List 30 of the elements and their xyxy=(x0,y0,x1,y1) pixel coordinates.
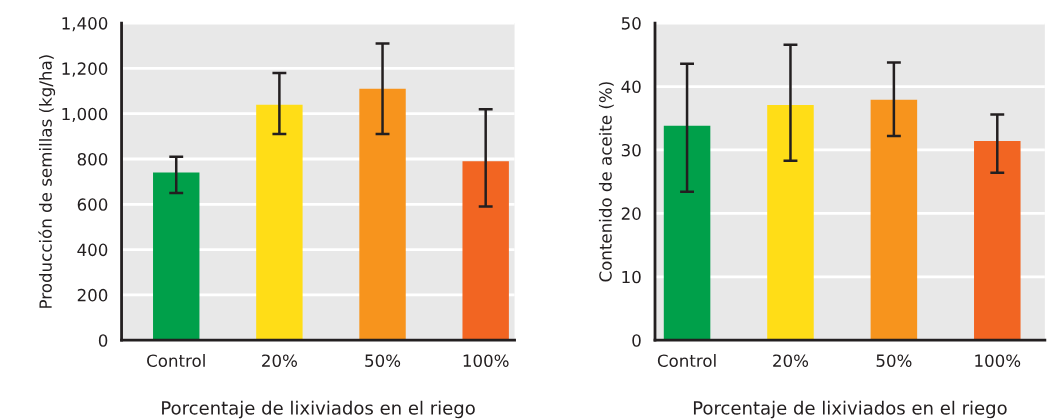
y-tick-label: 1,400 xyxy=(62,17,108,32)
x-axis-title: Porcentaje de lixiviados en el riego xyxy=(162,400,475,419)
x-tick-label: 100% xyxy=(463,354,509,367)
bar xyxy=(359,88,406,341)
x-tick-label: 100% xyxy=(975,354,1021,367)
x-tick-label: 50% xyxy=(876,354,912,367)
x-tick-label: Control xyxy=(147,354,205,367)
x-axis-title: Porcentaje de lixiviados en el riego xyxy=(693,400,1007,419)
y-tick-label: 400 xyxy=(77,243,108,257)
bar xyxy=(462,161,509,341)
y-tick-label: 0 xyxy=(632,334,641,347)
x-tick-label: 20% xyxy=(262,354,297,367)
x-tick-label: 50% xyxy=(365,354,401,367)
y-tick-label: 50 xyxy=(621,17,641,30)
y-tick-label: 1,200 xyxy=(62,62,108,77)
y-axis-title: Producción de semillas (kg/ha) xyxy=(38,55,56,308)
y-tick-label: 30 xyxy=(621,143,641,157)
bar xyxy=(153,172,200,341)
y-tick-label: 800 xyxy=(77,152,108,166)
y-tick-label: 200 xyxy=(77,288,108,302)
y-tick-label: 0 xyxy=(98,334,108,347)
x-tick-label: Control xyxy=(657,354,716,367)
y-tick-label: 10 xyxy=(622,270,641,284)
y-tick-label: 40 xyxy=(621,80,641,94)
y-axis-title: Contenido de aceite (%) xyxy=(598,82,614,282)
bar xyxy=(256,104,303,341)
x-tick-label: 20% xyxy=(773,354,809,367)
y-tick-label: 1,000 xyxy=(62,107,108,122)
y-tick-label: 600 xyxy=(77,198,108,211)
y-tick-label: 20 xyxy=(621,207,641,220)
